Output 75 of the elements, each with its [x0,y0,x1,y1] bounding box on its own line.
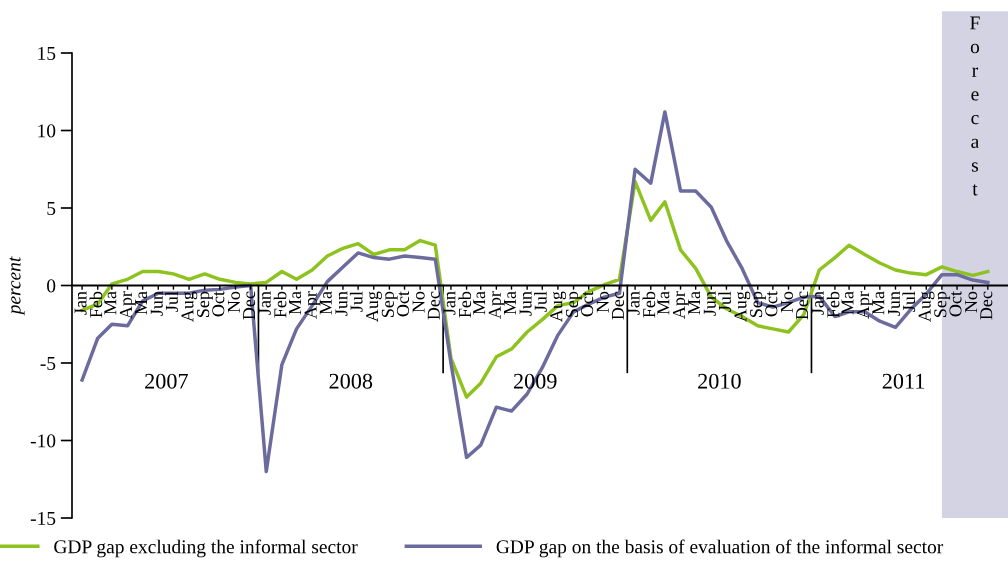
legend-label: GDP gap on the basis of evaluation of the informal sector [496,539,944,558]
x-tick-label: Apr [488,291,505,319]
x-tick-label: Dec [980,291,993,320]
annotation: 2011 [882,373,925,389]
x-tick-label: Aug [550,291,567,322]
x-tick-label: Oct [396,291,410,317]
x-tick-label: Ma [657,291,670,315]
x-tick-label: Aug [734,291,751,322]
x-tick-label: Jan [811,291,824,315]
x-tick-label: Feb [458,291,472,318]
y-tick-label: 0 [47,279,56,293]
x-tick-label: Jun [703,291,716,316]
annotation: 2010 [698,373,741,389]
x-tick-label: Jun [150,291,163,316]
x-tick-label: Dec [243,291,256,320]
x-tick-label: Aug [918,291,935,322]
x-tick-label: Feb [826,291,840,318]
x-tick-label: Sep [565,291,582,317]
x-tick-label: Feb [273,291,287,318]
x-tick-label: Jan [443,291,456,315]
x-tick-label: Jan [74,291,87,315]
y-axis-title: percent [9,256,25,316]
x-tick-label: Dec [427,291,440,320]
x-tick-label: Jul [349,291,363,312]
x-tick-label: Jul [165,291,178,312]
x-tick-label: Ma [104,291,117,315]
x-tick-label: Oct [212,291,225,317]
x-tick-label: Aug [181,291,198,322]
y-tick-label: -15 [30,511,56,525]
x-tick-label: Sep [381,291,398,317]
y-tick-label: -5 [40,357,56,370]
x-tick-label: Apr [672,291,689,319]
annotation: 2007 [145,373,188,389]
x-tick-label: No [781,291,794,313]
x-tick-label: Dec [611,291,624,320]
x-tick-label: Ma [135,291,148,315]
x-tick-label: Jul [534,291,547,312]
x-tick-label: Jun [335,291,348,316]
x-tick-label: Ma [319,291,332,315]
x-tick-label: Ma [473,291,486,315]
x-tick-label: Dec [796,291,809,320]
x-tick-label: Jan [258,291,271,315]
y-tick-label: 15 [38,46,56,60]
x-tick-label: Feb [642,291,656,318]
legend-label: GDP gap excluding the informal sector [54,539,358,558]
x-tick-label: No [412,291,425,313]
x-tick-label: Apr [857,291,873,319]
x-tick-label: Apr [304,291,321,319]
x-tick-label: Ma [688,291,701,315]
band-label: Forecast [970,16,980,196]
x-tick-label: Sep [197,291,213,317]
x-tick-label: Aug [366,291,382,322]
y-tick-label: 10 [38,124,56,138]
x-tick-label: Jan [627,291,640,315]
x-tick-label: Ma [872,291,885,315]
x-tick-label: Jul [718,291,731,312]
x-tick-label: Jun [888,291,900,316]
x-tick-label: Sep [750,291,766,317]
annotation: 2008 [329,373,373,389]
x-tick-label: Apr [119,291,136,319]
x-tick-label: No [965,291,978,313]
x-tick-label: Oct [581,291,594,317]
x-tick-label: No [228,291,240,313]
x-tick-label: Ma [289,291,302,315]
x-tick-label: Jun [519,291,532,316]
x-tick-label: Ma [504,291,517,315]
x-tick-label: Jul [902,291,916,312]
x-tick-label: Feb [89,291,103,318]
x-tick-label: Sep [934,291,951,317]
y-tick-label: -10 [30,434,56,448]
x-tick-label: No [596,291,609,313]
y-tick-label: 5 [47,202,56,215]
x-tick-label: Oct [765,291,778,317]
x-tick-label: Oct [949,291,962,317]
x-tick-label: Ma [841,291,854,315]
